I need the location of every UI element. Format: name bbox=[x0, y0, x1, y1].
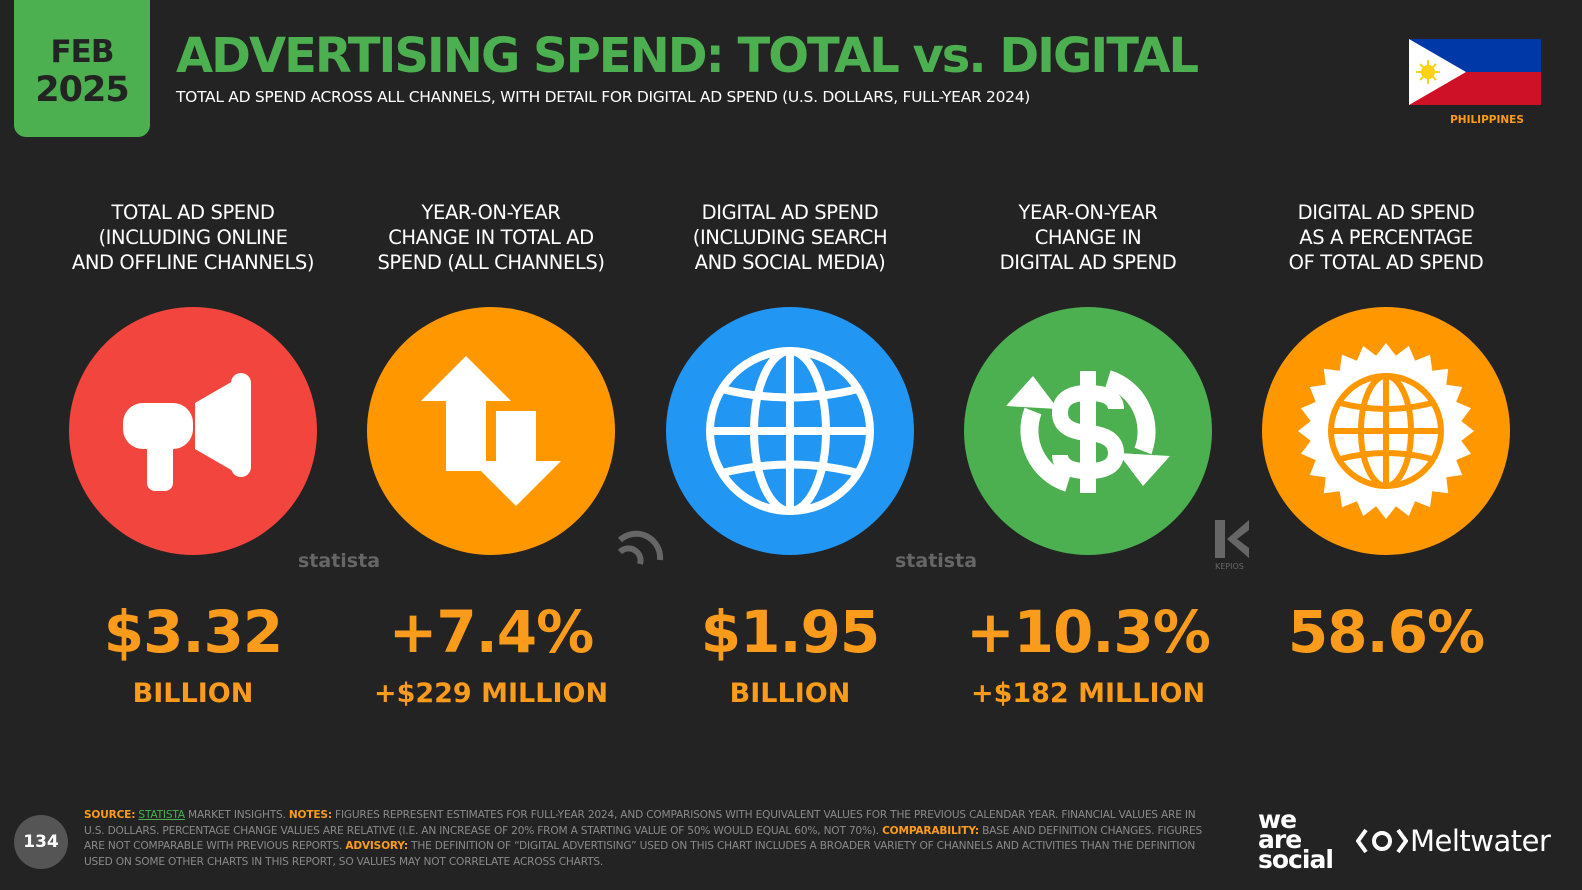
globe-icon bbox=[666, 307, 914, 555]
stat-value: +7.4% bbox=[388, 598, 594, 666]
comparability: BASE AND DEFINITION CHANGES. FIGURES ARE… bbox=[84, 824, 1203, 853]
label-line: AND SOCIAL MEDIA) bbox=[694, 251, 886, 274]
notes-label: NOTES: bbox=[288, 809, 332, 821]
country: PHILIPPINES bbox=[1450, 114, 1524, 126]
source-label: SOURCE: bbox=[84, 809, 136, 821]
stat-value: 58.6% bbox=[1287, 598, 1485, 666]
label-line: (INCLUDING SEARCH bbox=[692, 226, 888, 249]
footnote: SOURCE: STATISTA MARKET INSIGHTS. NOTES:… bbox=[84, 808, 1214, 871]
label-line: OF TOTAL AD SPEND bbox=[1288, 251, 1484, 274]
kepios-logo bbox=[1215, 520, 1249, 558]
label-line: CHANGE IN bbox=[1034, 226, 1142, 249]
label-line: AS A PERCENTAGE bbox=[1299, 226, 1473, 249]
stat-label: YEAR-ON-YEAR CHANGE IN DIGITAL AD SPEND bbox=[943, 200, 1233, 275]
notes: FIGURES REPRESENT ESTIMATES FOR FULL-YEA… bbox=[84, 809, 1196, 837]
stat-label: DIGITAL AD SPEND (INCLUDING SEARCH AND SOC… bbox=[645, 200, 935, 275]
label-line: CHANGE IN TOTAL AD bbox=[388, 226, 594, 249]
meltwater-logo: Meltwater bbox=[1410, 824, 1551, 858]
stat-value: $3.32 bbox=[103, 598, 283, 666]
datareportal-logo bbox=[617, 530, 664, 565]
title: ADVERTISING SPEND: TOTAL vs. DIGITAL bbox=[176, 28, 1199, 84]
badge-month: FEB bbox=[50, 34, 115, 70]
stat-label: DIGITAL AD SPEND AS A PERCENTAGE OF TOTAL … bbox=[1241, 200, 1531, 275]
stat-value: $1.95 bbox=[700, 598, 880, 666]
arrows-icon bbox=[367, 307, 615, 555]
label-line: DIGITAL AD SPEND bbox=[999, 251, 1177, 274]
logo-word: we bbox=[1258, 805, 1297, 834]
stat-unit: BILLION bbox=[729, 678, 851, 709]
source: STATISTA bbox=[138, 809, 185, 821]
label-line: DIGITAL AD SPEND bbox=[1297, 201, 1475, 224]
badge-year: 2025 bbox=[35, 70, 129, 110]
label-line: YEAR-ON-YEAR bbox=[421, 201, 561, 224]
megaphone-icon bbox=[69, 307, 317, 555]
label-line: (INCLUDING ONLINE bbox=[98, 226, 288, 249]
dollar-cycle-icon bbox=[964, 307, 1212, 555]
stat-label: YEAR-ON-YEAR CHANGE IN TOTAL AD SPEND (ALL… bbox=[346, 200, 636, 275]
flag bbox=[1409, 39, 1541, 105]
label-line: AND OFFLINE CHANNELS) bbox=[71, 251, 315, 274]
stat-unit: +$229 MILLION bbox=[373, 678, 609, 709]
subtitle: TOTAL AD SPEND ACROSS ALL CHANNELS, WITH… bbox=[176, 88, 1031, 106]
meltwater-mark bbox=[1356, 828, 1408, 854]
label-line: TOTAL AD SPEND bbox=[111, 201, 275, 224]
stat-label: TOTAL AD SPEND (INCLUDING ONLINE AND OFFLI… bbox=[48, 200, 338, 275]
comparability-label: COMPARABILITY: bbox=[882, 824, 979, 837]
watermark: KEPIOS bbox=[1215, 562, 1244, 571]
label-line: YEAR-ON-YEAR bbox=[1018, 201, 1158, 224]
logo-word: social bbox=[1258, 845, 1334, 874]
badge-globe-icon bbox=[1262, 307, 1510, 555]
watermark: statista bbox=[298, 550, 381, 572]
watermark: statista bbox=[895, 550, 978, 572]
source-rest: MARKET INSIGHTS. bbox=[188, 809, 286, 821]
logo-word: are bbox=[1258, 825, 1302, 854]
page-number: 134 bbox=[14, 815, 68, 869]
label-line: DIGITAL AD SPEND bbox=[701, 201, 879, 224]
stat-value: +10.3% bbox=[966, 598, 1211, 666]
date-badge: FEB 2025 bbox=[14, 0, 150, 137]
stat-unit: BILLION bbox=[132, 678, 254, 709]
stat-unit: +$182 MILLION bbox=[970, 678, 1206, 709]
label-line: SPEND (ALL CHANNELS) bbox=[377, 251, 605, 274]
advisory: THE DEFINITION OF “DIGITAL ADVERTISING” … bbox=[84, 840, 1196, 869]
we-are-social-logo: we are social bbox=[1258, 805, 1334, 874]
advisory-label: ADVISORY: bbox=[345, 840, 408, 853]
